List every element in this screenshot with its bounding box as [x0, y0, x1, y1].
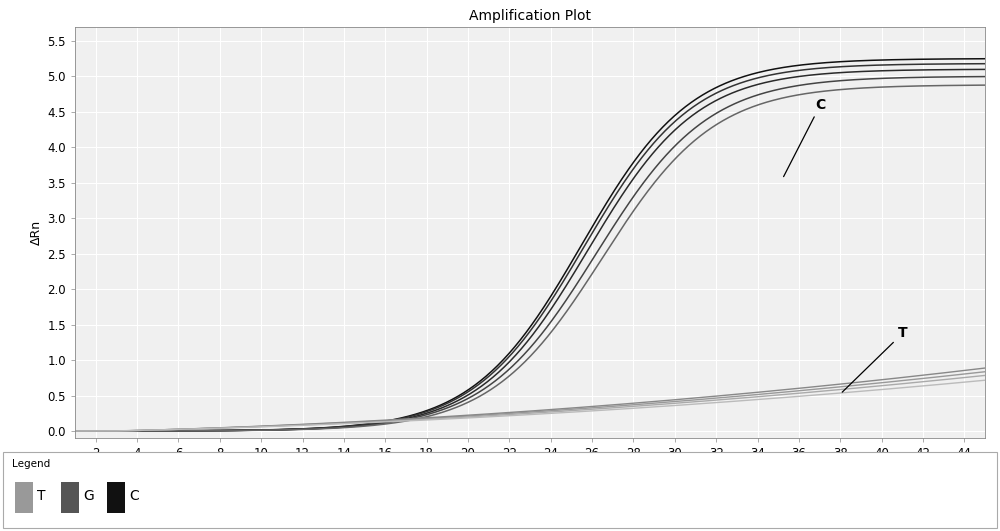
Bar	[15, 482, 33, 513]
Bar	[107, 482, 125, 513]
Text: G: G	[83, 490, 94, 503]
Text: C: C	[784, 98, 826, 177]
Text: T: T	[37, 490, 46, 503]
Text: T: T	[842, 326, 908, 392]
Title: Amplification Plot: Amplification Plot	[469, 8, 591, 23]
Y-axis label: ΔRn: ΔRn	[30, 220, 43, 245]
Text: C: C	[129, 490, 139, 503]
Text: Legend: Legend	[12, 459, 50, 468]
X-axis label: Cycle: Cycle	[513, 464, 547, 477]
Bar	[61, 482, 79, 513]
